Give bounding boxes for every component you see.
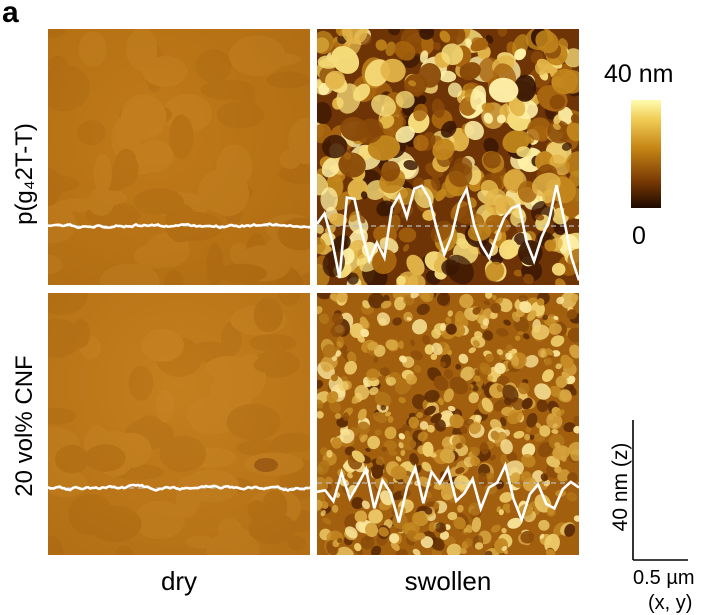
row-label-bottom: 20 vol% CNF	[11, 355, 38, 497]
afm-image-swollen-top	[317, 29, 579, 285]
colorbar-min-label: 0	[632, 222, 646, 250]
height-profile-swollen-top	[317, 184, 579, 281]
scale-bar-xy-axes: (x, y)	[648, 592, 693, 614]
afm-image-swollen-bottom	[317, 293, 579, 555]
height-profile-dry-bottom	[48, 483, 310, 492]
height-profile-swollen-bottom	[317, 461, 579, 524]
column-label-swollen: swollen	[404, 566, 492, 596]
row-label-top: p(g₄2T-T)	[11, 123, 38, 225]
height-profile-dry-top	[48, 222, 310, 230]
colorbar	[631, 100, 661, 208]
panel-letter: a	[2, 0, 19, 29]
scale-bar-z-label: 40 nm (z)	[609, 442, 632, 532]
scale-bar-xy-label: 0.5 µm	[633, 567, 695, 589]
colorbar-max-label: 40 nm	[604, 60, 674, 88]
afm-image-dry-top	[48, 29, 310, 285]
scale-bar-z: 40 nm (z)	[606, 420, 634, 560]
scale-bar	[632, 420, 688, 561]
afm-image-dry-bottom	[48, 293, 310, 555]
column-label-dry: dry	[160, 566, 198, 596]
